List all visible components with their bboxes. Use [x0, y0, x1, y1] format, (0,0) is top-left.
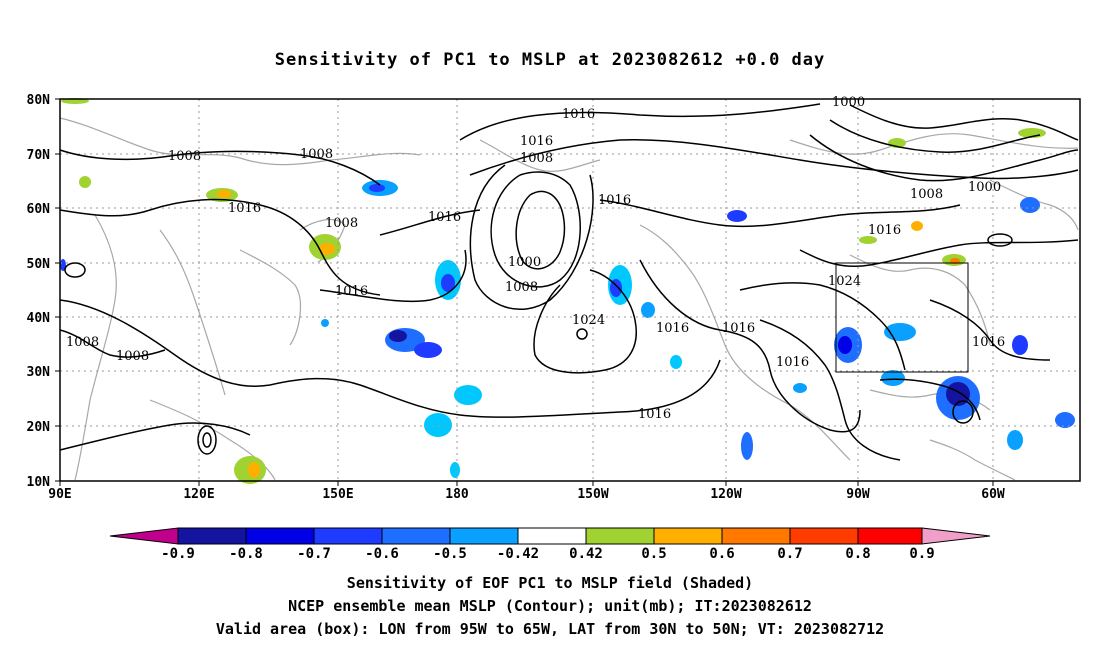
colorbar-tick-label: 0.7 [777, 546, 802, 562]
lat-axis: 80N 70N 60N 50N 40N 30N 20N 10N [27, 93, 60, 490]
lon-tick-label: 150W [577, 487, 608, 502]
colorbar-tick-label: -0.9 [161, 546, 195, 562]
colorbar-tick-label: 0.9 [909, 546, 934, 562]
contour-label: 1008 [505, 280, 538, 295]
contour-label: 1016 [868, 223, 901, 238]
colorbar-tick-label: -0.8 [229, 546, 263, 562]
contour-label: 1016 [228, 201, 261, 216]
colorbar-swatch [313, 527, 383, 545]
map-title: Sensitivity of PC1 to MSLP at 2023082612… [274, 50, 826, 70]
contour-label: 1016 [638, 407, 671, 422]
colorbar-tick-label: -0.42 [497, 546, 539, 562]
colorbar-swatch [789, 527, 859, 545]
contour-label: 1000 [832, 95, 865, 110]
caption-valid-area: Valid area (box): LON from 95W to 65W, L… [215, 620, 885, 638]
contour-label: 1016 [598, 193, 631, 208]
colorbar-tick-label: 0.42 [569, 546, 603, 562]
contour-label: 1008 [116, 349, 149, 364]
lat-tick-label: 30N [27, 365, 51, 380]
colorbar-swatch [721, 527, 791, 545]
colorbar-swatch [177, 527, 247, 545]
lat-tick-label: 60N [27, 202, 51, 217]
lat-tick-label: 40N [27, 311, 51, 326]
colorbar-swatch [857, 527, 923, 545]
colorbar-swatch [517, 527, 587, 545]
contour-label: 1008 [520, 151, 553, 166]
lat-tick-label: 80N [27, 93, 51, 108]
lon-tick-label: 90E [48, 487, 71, 502]
colorbar-swatch [245, 527, 315, 545]
lat-tick-label: 10N [27, 475, 51, 490]
contour-label: 1016 [776, 355, 809, 370]
contour-label: 1000 [508, 255, 541, 270]
colorbar: -0.9 -0.8 -0.7 -0.6 -0.5 -0.42 0.42 0.5 … [109, 527, 991, 562]
lon-tick-label: 90W [846, 487, 870, 502]
colorbar-tick-label: -0.7 [297, 546, 331, 562]
lon-tick-label: 150E [322, 487, 353, 502]
shaded-sensitivity [60, 98, 1075, 484]
lon-axis: 90E 120E 150E 180 150W 120W 90W 60W [48, 481, 1005, 502]
colorbar-swatch [449, 527, 519, 545]
contour-label: 1016 [520, 134, 553, 149]
caption-shaded: Sensitivity of EOF PC1 to MSLP field (Sh… [346, 574, 754, 592]
colorbar-low-triangle [109, 527, 179, 545]
colorbar-tick-label: 0.5 [641, 546, 666, 562]
lat-tick-label: 50N [27, 257, 51, 272]
contour-label: 1016 [428, 210, 461, 225]
lon-tick-label: 180 [445, 487, 469, 502]
caption-contour: NCEP ensemble mean MSLP (Contour); unit(… [288, 597, 812, 615]
contour-label: 1016 [972, 335, 1005, 350]
contour-label: 1008 [910, 187, 943, 202]
contour-label: 1016 [335, 284, 368, 299]
contour-label: 1008 [66, 335, 99, 350]
mslp-contours [59, 103, 1079, 461]
lon-tick-label: 120E [183, 487, 214, 502]
map-frame [59, 98, 1081, 482]
lon-tick-label: 120W [710, 487, 741, 502]
contour-label: 1008 [300, 147, 333, 162]
colorbar-high-triangle [921, 527, 991, 545]
contour-label: 1024 [572, 313, 605, 328]
gridlines [60, 99, 1080, 481]
colorbar-tick-label: 0.6 [709, 546, 734, 562]
contour-label: 1008 [325, 216, 358, 231]
lon-tick-label: 60W [981, 487, 1005, 502]
lat-tick-label: 20N [27, 420, 51, 435]
colorbar-swatch [653, 527, 723, 545]
contour-label: 1016 [562, 107, 595, 122]
contour-label: 1008 [168, 149, 201, 164]
colorbar-tick-label: -0.5 [433, 546, 467, 562]
contour-label: 1000 [968, 180, 1001, 195]
colorbar-tick-label: -0.6 [365, 546, 399, 562]
contour-labels: 1016 1008 1008 1016 1016 1008 1000 1008 … [66, 95, 1005, 422]
colorbar-swatch [585, 527, 655, 545]
colorbar-tick-label: 0.8 [845, 546, 870, 562]
contour-label: 1024 [828, 274, 861, 289]
contour-label: 1016 [722, 321, 755, 336]
contour-label: 1016 [656, 321, 689, 336]
colorbar-swatch [381, 527, 451, 545]
valid-area-box [835, 262, 969, 373]
lat-tick-label: 70N [27, 148, 51, 163]
